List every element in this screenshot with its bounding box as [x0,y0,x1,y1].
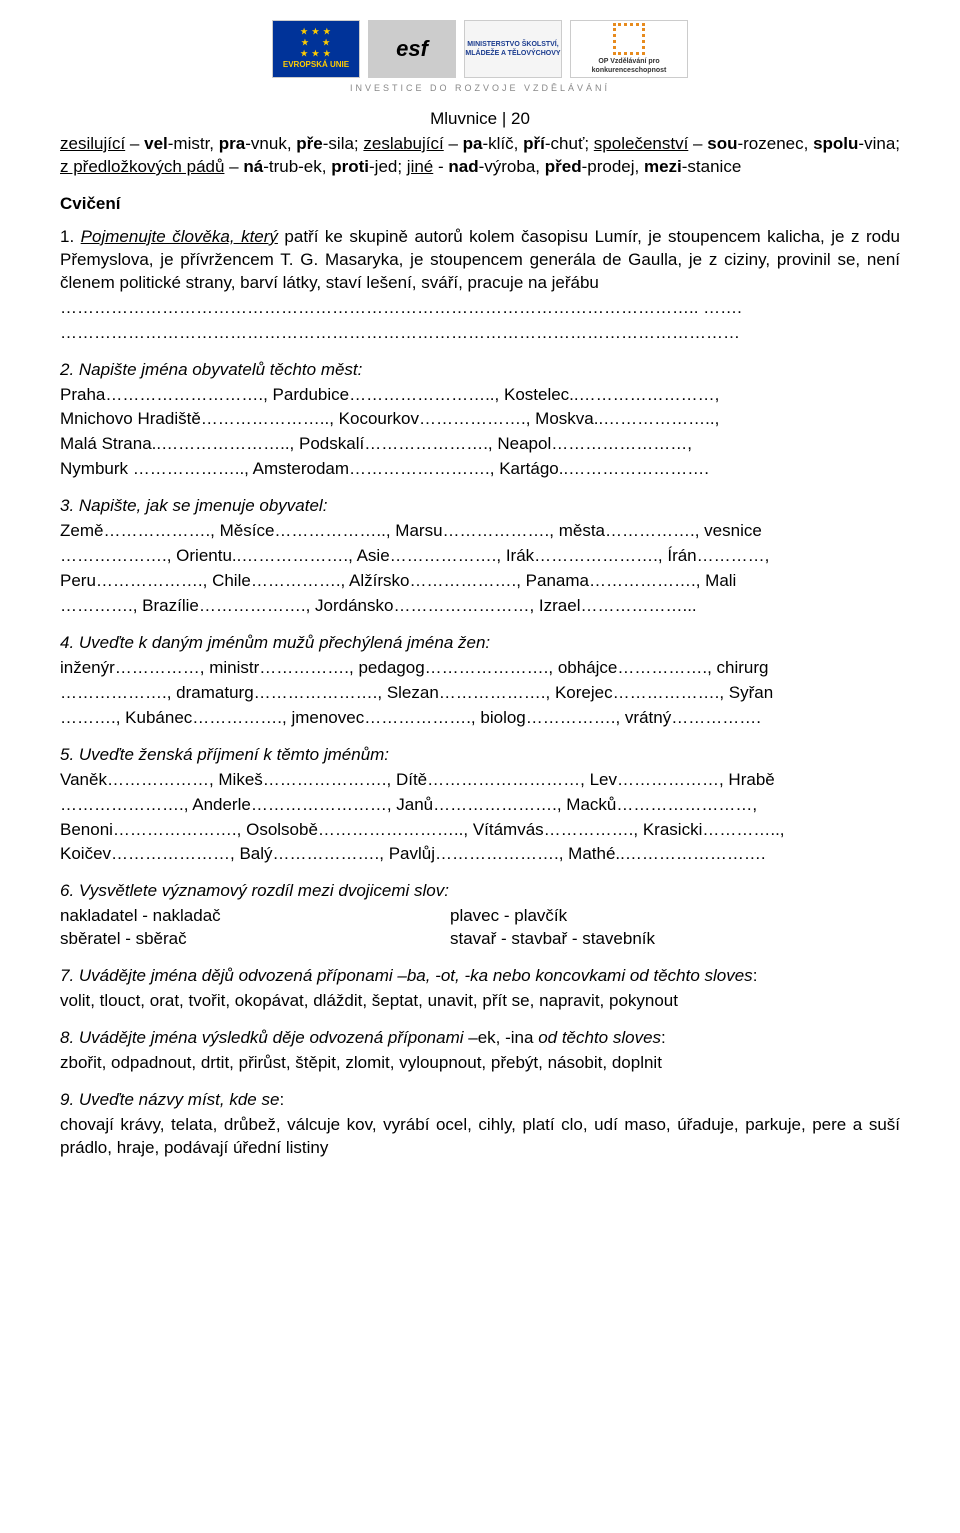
q3-l4: …………., Brazílie………………., Jordánsko…………………… [60,595,900,618]
page-label: Mluvnice | 20 [60,108,900,131]
q8-title: 8. Uvádějte jména výsledků děje odvozená… [60,1027,900,1050]
q3: 3. Napište, jak se jmenuje obyvatel: Zem… [60,495,900,618]
tagline: INVESTICE DO ROZVOJE VZDĚLÁVÁNÍ [60,82,900,94]
q1-text: 1. Pojmenujte člověka, který patří ke sk… [60,226,900,295]
q3-l1: Země………………., Měsíce……………….., Marsu………………… [60,520,900,543]
q4-title: 4. Uveďte k daným jménům mužů přechýlená… [60,632,900,655]
q3-title: 3. Napište, jak se jmenuje obyvatel: [60,495,900,518]
q9-title: 9. Uveďte názvy míst, kde se: [60,1089,900,1112]
q5-l4: Koičev…………………, Balý………………., Pavlůj………………… [60,843,900,866]
logo-esf: esf [368,20,456,78]
eu-stars: ★ ★ ★★ ★★ ★ ★ [283,27,349,59]
q5-l3: Benoni…………………., Osolsobě…………………….., Vítá… [60,819,900,842]
q6-row2: sběratel - sběrač stavař - stavbař - sta… [60,928,900,951]
q4-l1: inženýr……………, ministr……………., pedagog…………… [60,657,900,680]
q6-row1: nakladatel - nakladač plavec - plavčík [60,905,900,928]
q2-l2: Mnichovo Hradiště………………….., Kocourkov………… [60,408,900,431]
q7-title: 7. Uvádějte jména dějů odvozená příponam… [60,965,900,988]
q9-body: chovají krávy, telata, drůbež, válcuje k… [60,1114,900,1160]
q1: 1. Pojmenujte člověka, který patří ke sk… [60,226,900,345]
q2-l3: Malá Strana..………………….., Podskalí………………….… [60,433,900,456]
q2-title: 2. Napište jména obyvatelů těchto měst: [60,359,900,382]
q3-l2: ………………., Orientu..………………., Asie………………., … [60,545,900,568]
q7-body: volit, tlouct, orat, tvořit, okopávat, d… [60,990,900,1013]
q6-title: 6. Vysvětlete významový rozdíl mezi dvoj… [60,880,900,903]
q6-left2: sběratel - sběrač [60,928,450,951]
q7: 7. Uvádějte jména dějů odvozená příponam… [60,965,900,1013]
logo-msmt: MINISTERSTVO ŠKOLSTVÍ, MLÁDEŽE A TĚLOVÝC… [464,20,562,78]
q4-l3: ………., Kubánec……………., jmenovec………………., bi… [60,707,900,730]
q5-l1: Vaněk………………, Mikeš…………………., Dítě……………………… [60,769,900,792]
q3-l3: Peru………………., Chile……………., Alžírsko………………… [60,570,900,593]
q1-dots2: ………………………………………………………………………………………………………… [60,322,900,345]
logo-op: OP Vzdělávání pro konkurenceschopnost [570,20,688,78]
q5-title: 5. Uveďte ženská příjmení k těmto jménům… [60,744,900,767]
cviceni-heading: Cvičení [60,193,900,216]
q4-l2: ………………., dramaturg…………………., Slezan………………… [60,682,900,705]
op-icon [613,23,645,55]
q6-right1: plavec - plavčík [450,905,900,928]
intro-paragraph: zesilující – vel-mistr, pra-vnuk, pře-si… [60,133,900,179]
logo-eu: ★ ★ ★★ ★★ ★ ★ EVROPSKÁ UNIE [272,20,360,78]
q4: 4. Uveďte k daným jménům mužů přechýlená… [60,632,900,730]
q5-l2: …………………., Anderle……………………, Janů………………….,… [60,794,900,817]
q1-dots1: ………………………………………………………………………………………………….. … [60,297,900,320]
q8-body: zbořit, odpadnout, drtit, přirůst, štěpi… [60,1052,900,1075]
intro-text: zesilující – vel-mistr, pra-vnuk, pře-si… [60,133,900,179]
q6-right2: stavař - stavbař - stavebník [450,928,900,951]
q2-l1: Praha………………………., Pardubice…………………….., Ko… [60,384,900,407]
q5: 5. Uveďte ženská příjmení k těmto jménům… [60,744,900,867]
q6: 6. Vysvětlete významový rozdíl mezi dvoj… [60,880,900,951]
q9: 9. Uveďte názvy míst, kde se: chovají kr… [60,1089,900,1160]
q2-l4: Nymburk ……………….., Amsterodam……………………., K… [60,458,900,481]
header-logos: ★ ★ ★★ ★★ ★ ★ EVROPSKÁ UNIE esf MINISTER… [60,20,900,78]
q2: 2. Napište jména obyvatelů těchto měst: … [60,359,900,482]
q6-left1: nakladatel - nakladač [60,905,450,928]
q8: 8. Uvádějte jména výsledků děje odvozená… [60,1027,900,1075]
eu-label: EVROPSKÁ UNIE [283,60,349,71]
